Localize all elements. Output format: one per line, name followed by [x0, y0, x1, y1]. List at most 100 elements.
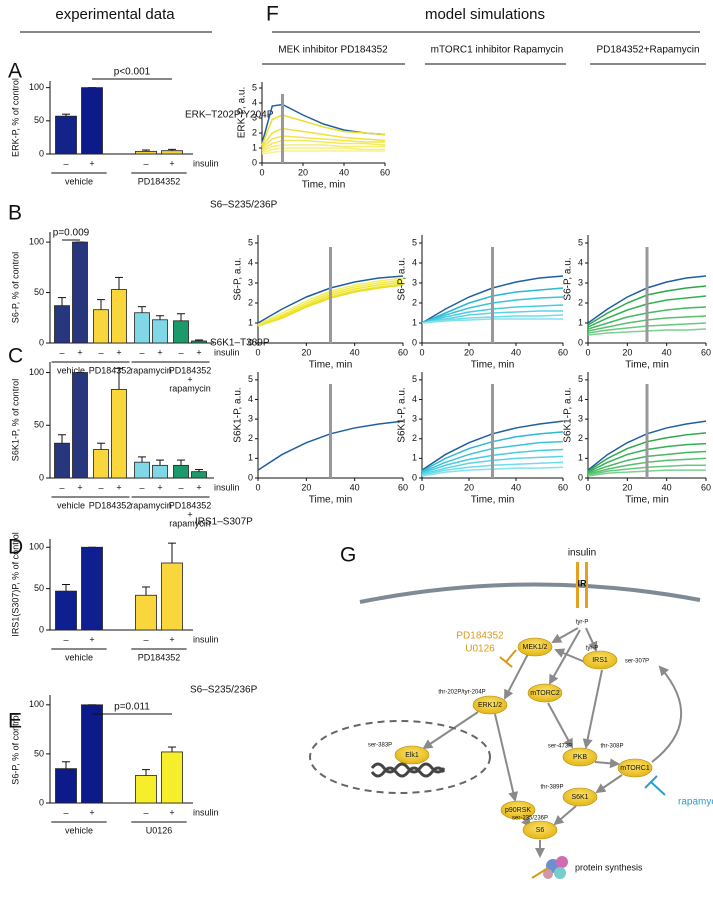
x-tick-label: + — [169, 634, 174, 644]
protein-label: IRS1 — [592, 657, 608, 664]
x-tick-label: – — [63, 158, 68, 168]
row-label: insulin — [193, 634, 219, 644]
site-label: ser-235/236P — [512, 816, 548, 822]
group-label: U0126 — [146, 825, 173, 835]
y-tick-label: 3 — [412, 413, 417, 423]
site-label: thr-202P/tyr-204P — [438, 690, 485, 696]
y-tick-label: 3 — [578, 277, 583, 287]
line — [261, 139, 386, 151]
y-tick-label: 4 — [578, 394, 583, 404]
x-tick-label: + — [196, 347, 201, 357]
y-tick-label: 3 — [248, 277, 253, 287]
protein-label: PKB — [573, 754, 587, 761]
bar — [54, 442, 70, 479]
bar — [173, 320, 189, 344]
x-axis-label: Time, min — [302, 180, 346, 191]
x-tick-label: 20 — [301, 482, 311, 492]
column-header: mTORC1 inhibitor Rapamycin — [431, 45, 564, 56]
x-tick-label: + — [169, 158, 174, 168]
site-label: ser-383P — [368, 743, 392, 749]
protein-label: S6K1 — [571, 794, 588, 801]
x-tick-label: 40 — [511, 347, 521, 357]
column-header: PD184352+Rapamycin — [596, 45, 699, 56]
x-tick-label: 40 — [662, 482, 672, 492]
header: experimental data — [55, 6, 175, 23]
x-tick-label: 20 — [464, 482, 474, 492]
y-tick-label: 0 — [578, 472, 583, 482]
bar — [54, 305, 70, 344]
bar — [152, 464, 168, 479]
y-axis-label: ERK-P, % of control — [10, 78, 20, 157]
y-tick-label: 0 — [412, 337, 417, 347]
x-tick-label: 0 — [259, 167, 264, 177]
y-tick-label: 1 — [412, 317, 417, 327]
y-tick-label: 3 — [248, 413, 253, 423]
row-label: insulin — [214, 347, 240, 357]
annotation: ERK–T202P/Y204P — [185, 110, 274, 121]
protein-label: p90RSK — [505, 807, 531, 814]
annotation: S6K1–T389P — [210, 338, 270, 349]
y-tick-label: 0 — [39, 337, 44, 347]
y-tick-label: 5 — [412, 374, 417, 384]
x-tick-label: 40 — [511, 482, 521, 492]
protein-node — [394, 745, 430, 765]
panel-letter: D — [8, 536, 23, 559]
x-tick-label: + — [77, 347, 82, 357]
group-label: PD184352 — [169, 365, 212, 375]
x-axis-label: Time, min — [309, 360, 353, 371]
group-label: PD184352 — [138, 176, 181, 186]
protein-node — [562, 787, 598, 807]
x-tick-label: 0 — [419, 347, 424, 357]
x-tick-label: 60 — [558, 482, 568, 492]
y-tick-label: 2 — [248, 297, 253, 307]
bar — [81, 87, 103, 155]
x-tick-label: – — [143, 158, 148, 168]
panel-letter: C — [8, 345, 23, 368]
panel-letter: B — [8, 202, 22, 225]
diagram-arrows — [309, 562, 701, 879]
y-axis-label: S6K1-P, % of control — [10, 379, 20, 461]
annotation: S6–S235/236P — [210, 200, 278, 211]
output-label: protein synthesis — [575, 862, 643, 872]
x-axis-label: Time, min — [471, 495, 515, 506]
x-tick-label: 40 — [350, 347, 360, 357]
inhibitor-label: U0126 — [465, 644, 495, 655]
x-tick-label: 20 — [298, 167, 308, 177]
x-tick-label: – — [98, 482, 103, 492]
y-axis-label: IRS1(S307)P, % of control — [10, 532, 20, 636]
x-tick-label: + — [196, 482, 201, 492]
x-tick-label: – — [143, 634, 148, 644]
y-tick-label: 5 — [248, 237, 253, 247]
protein-node — [527, 683, 563, 703]
bar — [134, 461, 150, 479]
x-tick-label: + — [116, 482, 121, 492]
bar — [191, 471, 207, 479]
x-tick-label: + — [116, 347, 121, 357]
protein-node — [522, 820, 558, 840]
group-label: vehicle — [65, 652, 93, 662]
protein-label: ERK1/2 — [478, 702, 502, 709]
y-tick-label: 2 — [248, 433, 253, 443]
significance-label: p=0.009 — [53, 228, 90, 239]
y-tick-label: 4 — [252, 97, 257, 107]
y-tick-label: 4 — [248, 257, 253, 267]
y-tick-label: 2 — [578, 297, 583, 307]
y-tick-label: 0 — [39, 148, 44, 158]
bar — [134, 312, 150, 344]
y-tick-label: 1 — [578, 317, 583, 327]
y-axis-label: S6-P, a.u. — [563, 257, 574, 300]
group-label: PD184352 — [89, 365, 132, 375]
protein-label: S6 — [536, 827, 545, 834]
row-label: insulin — [193, 807, 219, 817]
y-tick-label: 50 — [34, 287, 44, 297]
site-label: ser-307P — [625, 659, 649, 665]
x-tick-label: – — [59, 347, 64, 357]
y-axis-label: S6-P, % of control — [10, 252, 20, 323]
bar — [55, 115, 77, 155]
y-axis-label: S6K1-P, a.u. — [233, 387, 244, 442]
x-tick-label: 0 — [585, 347, 590, 357]
y-tick-label: 0 — [252, 157, 257, 167]
x-tick-label: 20 — [464, 347, 474, 357]
y-tick-label: 2 — [412, 433, 417, 443]
